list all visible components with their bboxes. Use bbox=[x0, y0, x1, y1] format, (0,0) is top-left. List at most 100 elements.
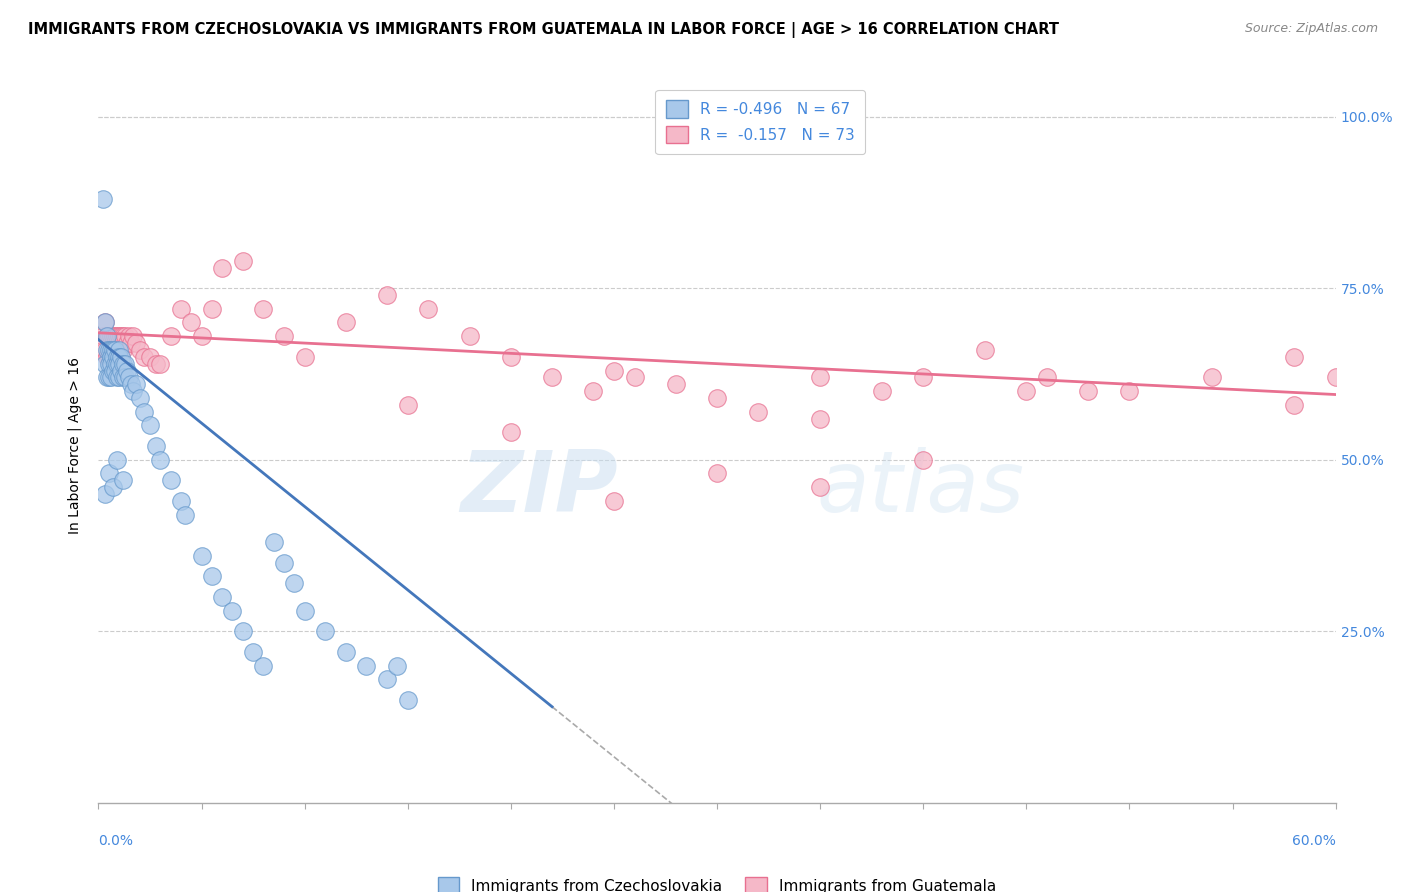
Point bbox=[114, 370, 136, 384]
Point bbox=[211, 260, 233, 275]
Point bbox=[110, 329, 132, 343]
Point bbox=[242, 645, 264, 659]
Point bbox=[100, 329, 122, 343]
Point bbox=[623, 370, 645, 384]
Point bbox=[97, 343, 120, 357]
Point bbox=[118, 370, 141, 384]
Point bbox=[190, 329, 212, 343]
Point bbox=[100, 370, 122, 384]
Point bbox=[870, 384, 893, 398]
Point bbox=[314, 624, 336, 639]
Point bbox=[159, 473, 181, 487]
Point bbox=[114, 357, 136, 371]
Point bbox=[91, 329, 114, 343]
Point bbox=[110, 363, 132, 377]
Point bbox=[201, 301, 224, 316]
Point bbox=[808, 411, 831, 425]
Point bbox=[112, 329, 135, 343]
Point bbox=[375, 288, 398, 302]
Point bbox=[541, 370, 564, 384]
Point bbox=[110, 343, 132, 357]
Point bbox=[145, 357, 167, 371]
Text: Source: ZipAtlas.com: Source: ZipAtlas.com bbox=[1244, 22, 1378, 36]
Point bbox=[122, 329, 145, 343]
Point bbox=[375, 673, 398, 687]
Point bbox=[1284, 398, 1306, 412]
Point bbox=[101, 350, 124, 364]
Point bbox=[96, 343, 118, 357]
Point bbox=[105, 350, 128, 364]
Point bbox=[211, 590, 233, 604]
Point bbox=[100, 350, 122, 364]
Point bbox=[180, 316, 202, 330]
Point bbox=[132, 405, 155, 419]
Point bbox=[974, 343, 997, 357]
Point bbox=[112, 473, 135, 487]
Text: 0.0%: 0.0% bbox=[98, 834, 134, 848]
Text: atlas: atlas bbox=[815, 447, 1024, 531]
Point bbox=[117, 336, 139, 351]
Point bbox=[458, 329, 481, 343]
Point bbox=[101, 350, 124, 364]
Point bbox=[706, 467, 728, 481]
Point bbox=[112, 343, 135, 357]
Point bbox=[132, 350, 155, 364]
Point bbox=[396, 398, 419, 412]
Point bbox=[96, 350, 118, 364]
Point bbox=[108, 329, 131, 343]
Point bbox=[93, 487, 115, 501]
Point bbox=[1284, 350, 1306, 364]
Point bbox=[93, 343, 115, 357]
Point bbox=[108, 350, 131, 364]
Point bbox=[221, 604, 243, 618]
Text: ZIP: ZIP bbox=[460, 447, 619, 531]
Point bbox=[104, 329, 127, 343]
Point bbox=[294, 350, 316, 364]
Point bbox=[335, 316, 357, 330]
Point bbox=[128, 343, 150, 357]
Point bbox=[101, 363, 124, 377]
Point bbox=[104, 350, 127, 364]
Point bbox=[1324, 370, 1347, 384]
Point bbox=[252, 301, 274, 316]
Point bbox=[499, 425, 522, 440]
Point bbox=[110, 350, 132, 364]
Point bbox=[128, 391, 150, 405]
Point bbox=[104, 343, 127, 357]
Point bbox=[139, 418, 162, 433]
Point bbox=[808, 370, 831, 384]
Point bbox=[149, 357, 172, 371]
Point bbox=[117, 363, 139, 377]
Point bbox=[145, 439, 167, 453]
Point bbox=[263, 535, 285, 549]
Point bbox=[912, 452, 935, 467]
Point bbox=[93, 316, 115, 330]
Point bbox=[97, 370, 120, 384]
Point bbox=[108, 343, 131, 357]
Point bbox=[273, 556, 295, 570]
Point bbox=[170, 301, 193, 316]
Point bbox=[1118, 384, 1140, 398]
Point bbox=[582, 384, 605, 398]
Point bbox=[101, 343, 124, 357]
Point bbox=[105, 452, 128, 467]
Point bbox=[104, 363, 127, 377]
Point bbox=[97, 329, 120, 343]
Point bbox=[101, 329, 124, 343]
Point bbox=[96, 329, 118, 343]
Point bbox=[112, 357, 135, 371]
Point bbox=[418, 301, 440, 316]
Point bbox=[105, 370, 128, 384]
Point bbox=[283, 576, 305, 591]
Point bbox=[93, 316, 115, 330]
Text: 60.0%: 60.0% bbox=[1292, 834, 1336, 848]
Y-axis label: In Labor Force | Age > 16: In Labor Force | Age > 16 bbox=[67, 358, 83, 534]
Point bbox=[100, 343, 122, 357]
Point bbox=[1036, 370, 1059, 384]
Point bbox=[108, 343, 131, 357]
Point bbox=[139, 350, 162, 364]
Point bbox=[105, 350, 128, 364]
Point bbox=[747, 405, 769, 419]
Point bbox=[170, 494, 193, 508]
Point bbox=[232, 624, 254, 639]
